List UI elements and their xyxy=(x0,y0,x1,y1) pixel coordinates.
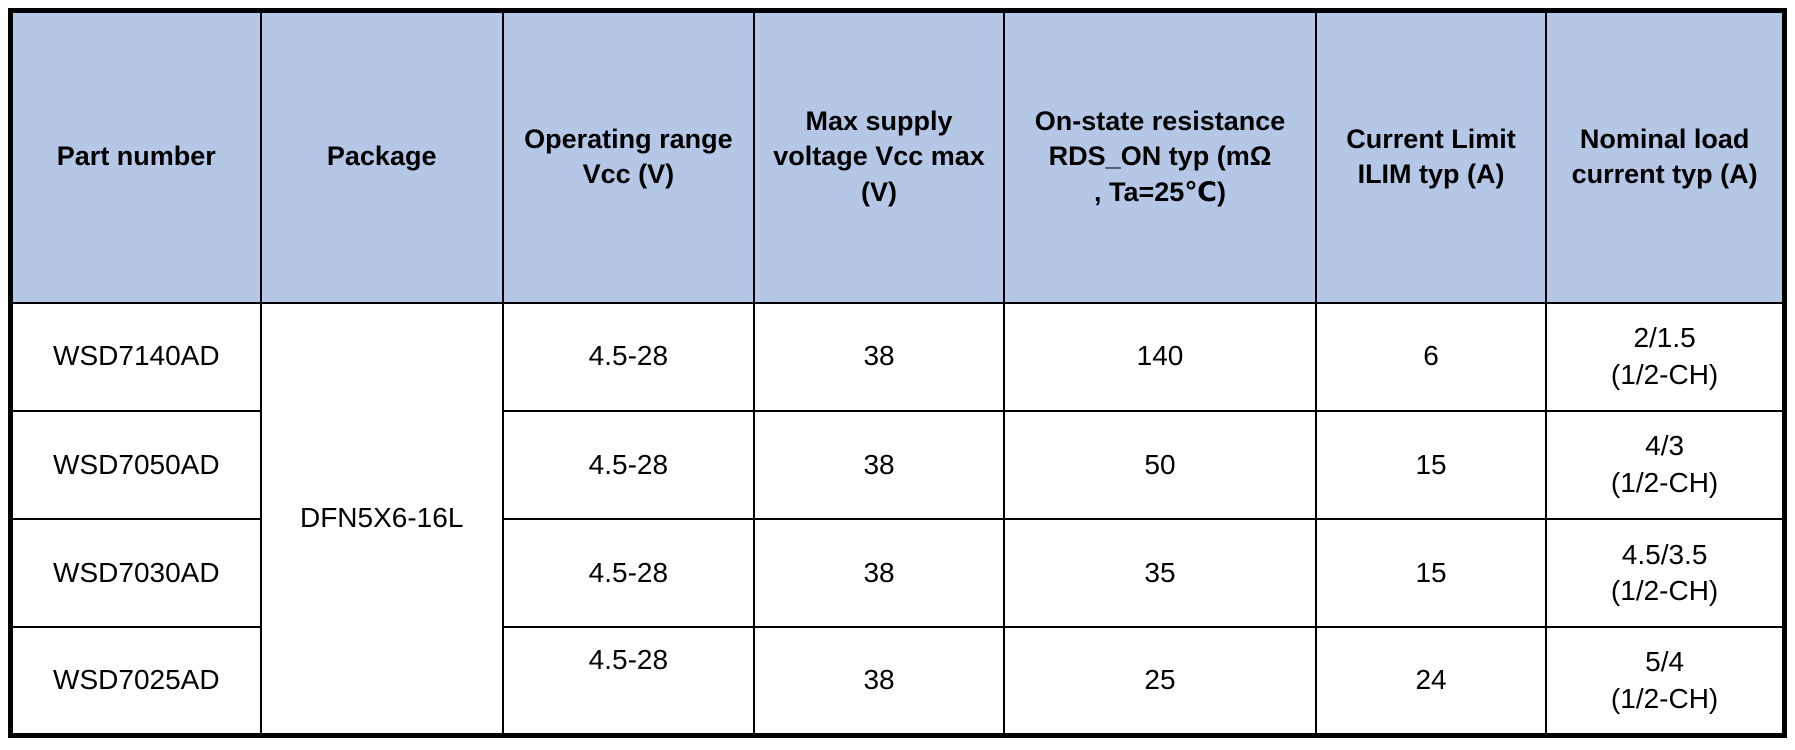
cell-part-number: WSD7025AD xyxy=(9,626,262,737)
cell-rds-on: 140 xyxy=(1003,301,1317,412)
cell-max-supply-voltage: 38 xyxy=(752,409,1006,521)
col-header-max-supply-voltage: Max supply voltage Vcc max (V) xyxy=(752,9,1006,304)
table-row-wsd7025ad: WSD7025AD 4.5-28 38 25 24 5/4 (1/2-CH) xyxy=(9,626,1786,737)
cell-part-number: WSD7050AD xyxy=(9,409,262,521)
col-header-current-limit: Current Limit ILIM typ (A) xyxy=(1314,9,1548,304)
cell-ilim: 24 xyxy=(1314,626,1548,737)
cell-rds-on: 25 xyxy=(1003,626,1317,737)
cell-ilim: 6 xyxy=(1314,301,1548,412)
header-row: Part number Package Operating range Vcc … xyxy=(9,9,1786,304)
cell-nominal-load: 4.5/3.5 (1/2-CH) xyxy=(1545,517,1786,629)
cell-nominal-load: 2/1.5 (1/2-CH) xyxy=(1545,301,1786,412)
col-header-package: Package xyxy=(259,9,504,304)
table-row-wsd7030ad: WSD7030AD 4.5-28 38 35 15 4.5/3.5 (1/2-C… xyxy=(9,517,1786,629)
cell-operating-range: 4.5-28 xyxy=(501,517,755,629)
col-header-rds-on: On-state resistance RDS_ON typ (mΩ , Ta=… xyxy=(1003,9,1317,304)
cell-ilim: 15 xyxy=(1314,409,1548,521)
cell-rds-on: 50 xyxy=(1003,409,1317,521)
cell-rds-on: 35 xyxy=(1003,517,1317,629)
cell-ilim: 15 xyxy=(1314,517,1548,629)
cell-max-supply-voltage: 38 xyxy=(752,626,1006,737)
cell-package-merged: DFN5X6-16L xyxy=(259,301,504,737)
table-row-wsd7050ad: WSD7050AD 4.5-28 38 50 15 4/3 (1/2-CH) xyxy=(9,409,1786,521)
col-header-operating-range: Operating range Vcc (V) xyxy=(501,9,755,304)
cell-max-supply-voltage: 38 xyxy=(752,301,1006,412)
cell-nominal-load: 5/4 (1/2-CH) xyxy=(1545,626,1786,737)
cell-nominal-load: 4/3 (1/2-CH) xyxy=(1545,409,1786,521)
product-selection-table: Part number Package Operating range Vcc … xyxy=(8,8,1787,738)
cell-part-number: WSD7030AD xyxy=(9,517,262,629)
col-header-part-number: Part number xyxy=(9,9,262,304)
table-row-wsd7140ad: WSD7140AD DFN5X6-16L 4.5-28 38 140 6 2/1… xyxy=(9,301,1786,737)
cell-operating-range: 4.5-28 xyxy=(501,626,755,737)
cell-max-supply-voltage: 38 xyxy=(752,517,1006,629)
cell-operating-range: 4.5-28 xyxy=(501,301,755,412)
cell-operating-range: 4.5-28 xyxy=(501,409,755,521)
cell-part-number: WSD7140AD xyxy=(9,301,262,412)
col-header-nominal-load: Nominal load current typ (A) xyxy=(1545,9,1786,304)
